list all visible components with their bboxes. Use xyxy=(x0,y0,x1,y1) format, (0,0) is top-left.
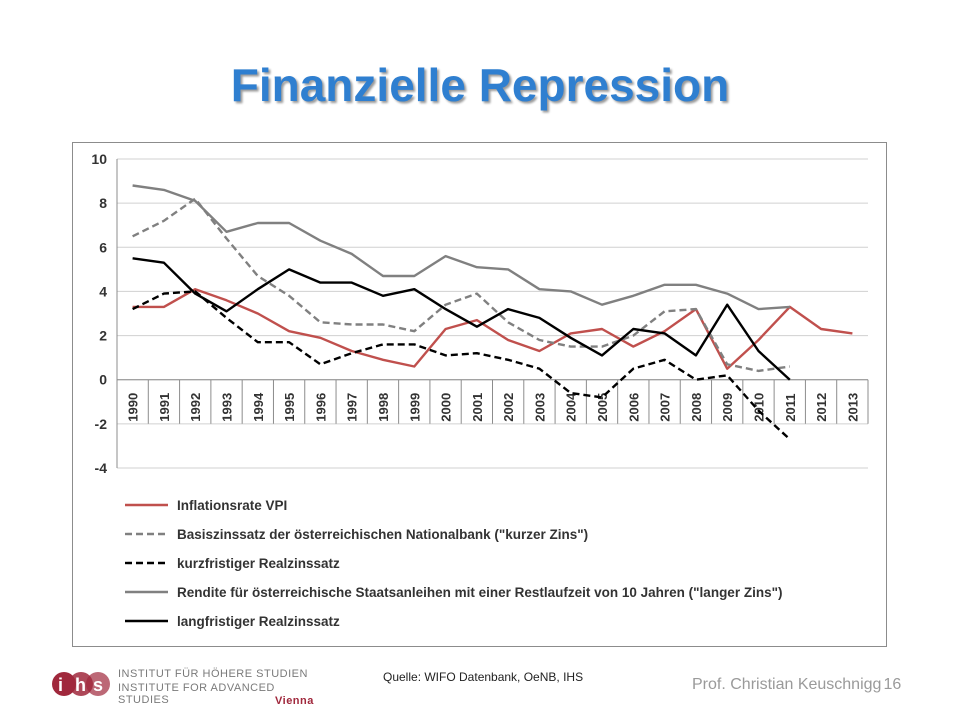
y-tick-label: 4 xyxy=(99,283,107,299)
y-tick-label: 8 xyxy=(99,195,107,211)
y-tick-label: -2 xyxy=(95,416,108,432)
svg-text:i: i xyxy=(58,675,63,695)
x-tick-label: 1992 xyxy=(188,393,203,422)
source-note: Quelle: WIFO Datenbank, OeNB, IHS xyxy=(383,670,584,684)
y-tick-label: 10 xyxy=(91,151,107,167)
x-tick-label: 1998 xyxy=(376,393,391,422)
series-line-5 xyxy=(132,257,791,381)
y-tick-label: -4 xyxy=(95,460,108,476)
logo-line-de: INSTITUT FÜR HÖHERE STUDIEN xyxy=(118,668,308,680)
x-tick-label: 1995 xyxy=(282,393,297,422)
legend-label-5: langfristiger Realzinssatz xyxy=(177,614,340,629)
legend-label-1: Inflationsrate VPI xyxy=(177,498,287,513)
x-tick-label: 1996 xyxy=(313,393,328,422)
series-line-1 xyxy=(132,287,853,370)
svg-text:s: s xyxy=(93,675,103,695)
x-tick-label: 2002 xyxy=(501,393,516,422)
x-tick-label: 2009 xyxy=(720,393,735,422)
y-tick-label: 6 xyxy=(99,239,107,255)
x-tick-label: 1990 xyxy=(126,393,141,422)
legend-label-2: Basiszinssatz der österreichischen Natio… xyxy=(177,527,588,542)
x-tick-label: 2012 xyxy=(814,393,829,422)
series-line-4 xyxy=(132,184,790,311)
x-tick-label: 2005 xyxy=(595,393,610,422)
ihs-logo: i h s INSTITUT FÜR HÖHERE STUDIEN INSTIT… xyxy=(50,658,320,708)
x-tick-label: 2011 xyxy=(783,394,798,422)
x-tick-label: 2008 xyxy=(689,393,704,422)
chart-frame: 10 8 6 4 2 0 -2 -4 1990 1991 1992 1993 1994 1995 1996 1… xyxy=(72,142,887,647)
footer-author: Prof. Christian Keuschnigg xyxy=(692,676,882,693)
x-tick-label: 2001 xyxy=(470,393,485,422)
legend-label-4: Rendite für österreichische Staatsanleih… xyxy=(177,585,782,600)
series-line-2 xyxy=(132,197,790,373)
x-tick-label: 1999 xyxy=(407,393,422,422)
series-lines xyxy=(132,184,853,441)
x-tick-label: 2013 xyxy=(845,393,860,422)
logo-line-en: INSTITUTE FOR ADVANCED STUDIES xyxy=(118,682,275,706)
x-tick-label: 2006 xyxy=(626,393,641,422)
x-tick-label: 1997 xyxy=(345,393,360,422)
svg-text:h: h xyxy=(75,675,86,695)
legend: Inflationsrate VPI Basiszinssatz der öste… xyxy=(125,498,782,629)
page-number: 16 xyxy=(883,676,902,693)
legend-label-3: kurzfristiger Realzinssatz xyxy=(177,556,340,571)
logo-line-city: Vienna xyxy=(275,695,314,707)
ihs-logo-mark: i h s xyxy=(52,672,110,696)
x-tick-label: 2007 xyxy=(658,393,673,422)
x-tick-label: 2003 xyxy=(532,393,547,422)
x-tick-label: 2010 xyxy=(751,393,766,422)
x-tick-label: 1994 xyxy=(251,392,266,422)
x-tick-label: 1993 xyxy=(220,393,235,422)
slide-title: Finanzielle Repression xyxy=(230,59,730,111)
x-tick-label: 2004 xyxy=(564,392,579,422)
y-tick-label: 2 xyxy=(99,328,107,344)
footer: Prof. Christian Keuschnigg 16 xyxy=(690,676,901,694)
series-line-3 xyxy=(132,290,791,441)
x-tick-label: 2000 xyxy=(439,393,454,422)
line-chart: 10 8 6 4 2 0 -2 -4 1990 1991 1992 1993 1994 1995 1996 1… xyxy=(91,151,869,629)
axes: 10 8 6 4 2 0 -2 -4 1990 1991 1992 1993 1994 1995 1996 1… xyxy=(91,151,869,476)
y-tick-label: 0 xyxy=(99,372,107,388)
x-tick-label: 1991 xyxy=(157,393,172,422)
